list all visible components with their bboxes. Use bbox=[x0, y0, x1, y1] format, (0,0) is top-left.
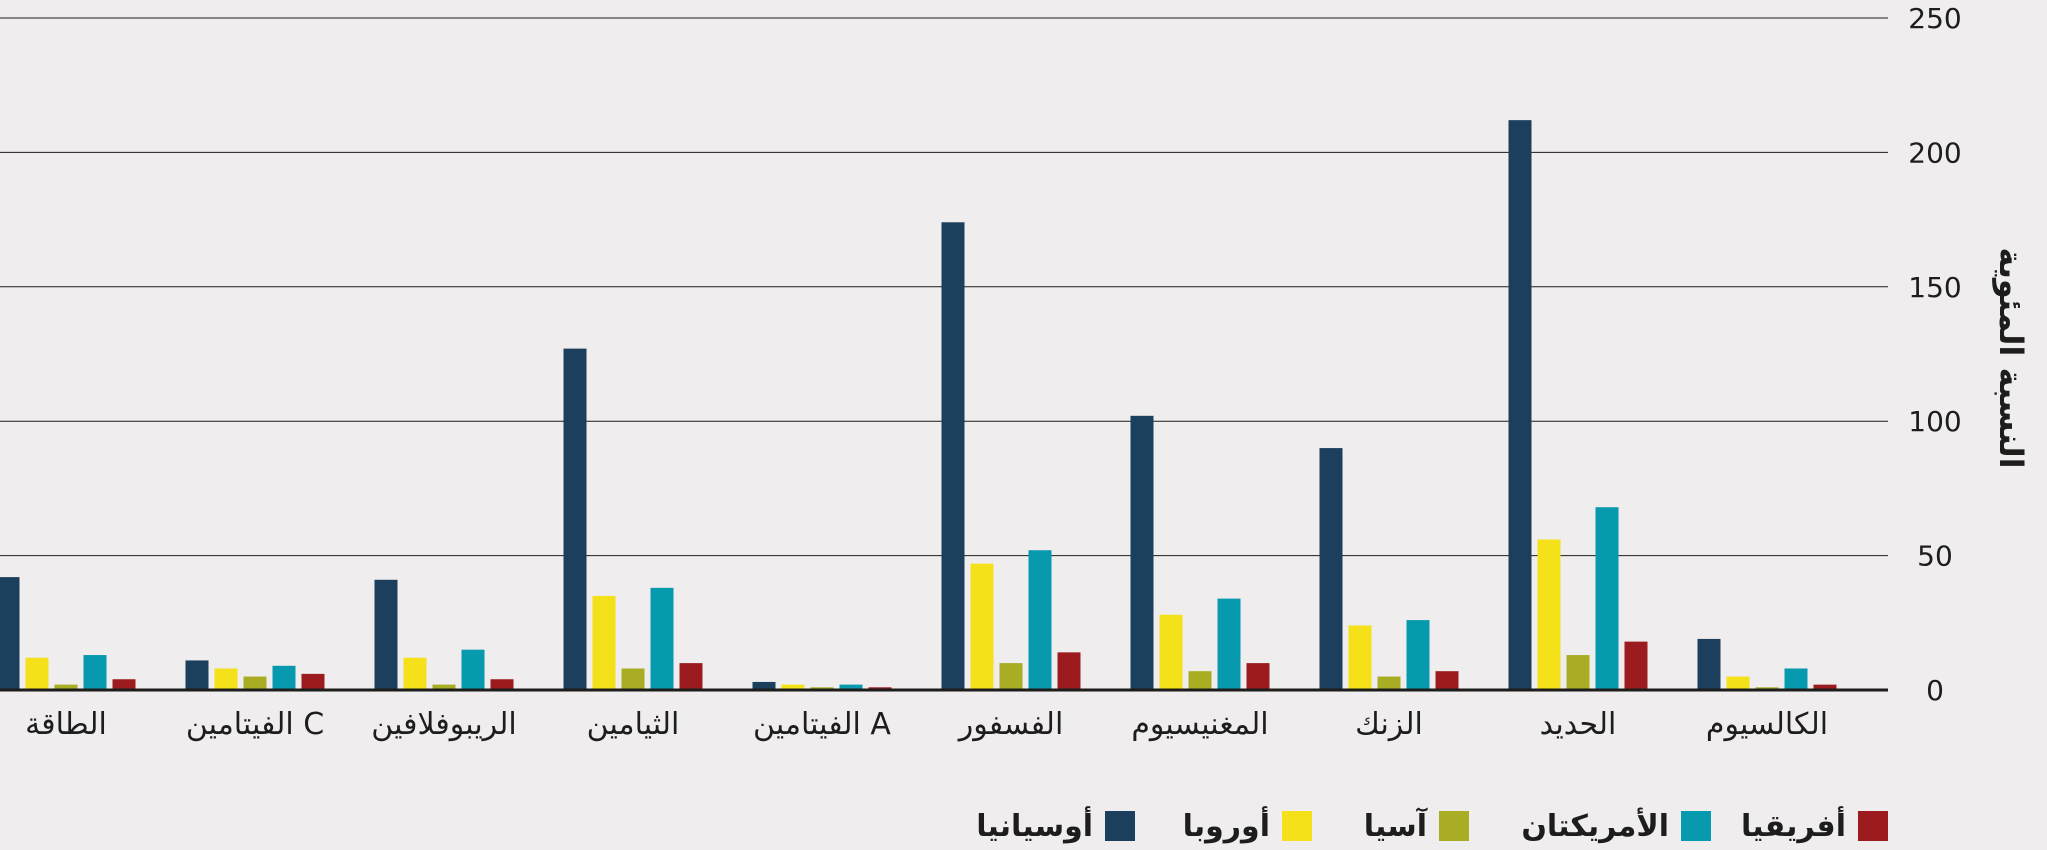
bar bbox=[621, 668, 645, 690]
legend-swatch bbox=[1439, 811, 1469, 841]
bar bbox=[214, 668, 238, 690]
bar bbox=[1159, 614, 1183, 690]
bar bbox=[403, 657, 427, 690]
bar bbox=[490, 679, 514, 690]
x-category-label: المغنيسيوم bbox=[1131, 707, 1268, 742]
y-tick-label: 100 bbox=[1908, 405, 1961, 438]
bar bbox=[1028, 550, 1052, 690]
bar bbox=[781, 684, 805, 690]
bar bbox=[999, 663, 1023, 690]
legend-swatch bbox=[1858, 811, 1888, 841]
bar bbox=[1057, 652, 1081, 690]
x-category-label: الزنك bbox=[1355, 707, 1423, 742]
y-tick-label: 0 bbox=[1926, 674, 1944, 707]
legend-label: أوسيانيا bbox=[976, 806, 1093, 844]
bar bbox=[1784, 668, 1808, 690]
legend-swatch bbox=[1681, 811, 1711, 841]
x-category-label: الطاقة bbox=[25, 707, 107, 742]
bar bbox=[941, 222, 965, 690]
x-category-label: الحديد bbox=[1540, 707, 1617, 742]
x-category-label: الفيتامين C bbox=[186, 707, 324, 742]
bar bbox=[83, 655, 107, 690]
x-category-label: الريبوفلافين bbox=[371, 707, 516, 742]
bar bbox=[461, 649, 485, 690]
bar bbox=[1726, 676, 1750, 690]
bar bbox=[112, 679, 136, 690]
x-category-label: الفيتامين A bbox=[753, 707, 891, 742]
bar bbox=[0, 577, 20, 690]
x-category-label: الفسفور bbox=[957, 707, 1064, 742]
x-category-label: الثيامين bbox=[587, 707, 680, 742]
bar bbox=[374, 579, 398, 690]
y-axis-label: النسبة المئوية bbox=[1992, 247, 2030, 468]
bar bbox=[1595, 507, 1619, 690]
bar bbox=[1566, 655, 1590, 690]
y-tick-label: 250 bbox=[1908, 2, 1961, 35]
legend-label: آسيا bbox=[1364, 807, 1428, 844]
legend-swatch bbox=[1105, 811, 1135, 841]
bar bbox=[1130, 415, 1154, 690]
x-category-labels: الكالسيوم الحديد الزنك المغنيسيوم الفسفور الف… bbox=[25, 707, 1828, 742]
y-tick-label: 200 bbox=[1908, 136, 1961, 169]
bar bbox=[1508, 120, 1532, 691]
bar bbox=[1377, 676, 1401, 690]
bar bbox=[1435, 671, 1459, 690]
bar bbox=[25, 657, 49, 690]
legend-label: الأمريكتان bbox=[1521, 807, 1669, 844]
bar bbox=[54, 684, 78, 690]
x-category-label: الكالسيوم bbox=[1706, 707, 1828, 742]
y-tick-label: 150 bbox=[1908, 271, 1961, 304]
bar bbox=[839, 684, 863, 690]
y-tick-labels: 0 50 100 150 200 250 bbox=[1908, 2, 1961, 707]
legend-swatch bbox=[1282, 811, 1312, 841]
bars bbox=[0, 120, 1837, 691]
bar bbox=[1188, 671, 1212, 690]
bar bbox=[1537, 539, 1561, 690]
bar bbox=[679, 663, 703, 690]
y-tick-label: 50 bbox=[1917, 540, 1953, 573]
bar bbox=[1246, 663, 1270, 690]
bar bbox=[1319, 448, 1343, 690]
legend-label: أوروبا bbox=[1183, 806, 1270, 844]
bar bbox=[1813, 684, 1837, 690]
bar bbox=[1217, 598, 1241, 690]
legend: أفريقيا الأمريكتان آسيا أوروبا أوسيانيا bbox=[976, 806, 1888, 844]
legend-label: أفريقيا bbox=[1741, 806, 1846, 844]
bar bbox=[301, 673, 325, 690]
bar bbox=[432, 684, 456, 690]
bar bbox=[970, 563, 994, 690]
bar bbox=[185, 660, 209, 690]
bar bbox=[1406, 620, 1430, 690]
bar bbox=[1624, 641, 1648, 690]
bar bbox=[1697, 638, 1721, 690]
bar bbox=[650, 587, 674, 690]
bar bbox=[563, 348, 587, 690]
bar bbox=[592, 595, 616, 690]
bar bbox=[243, 676, 267, 690]
bar bbox=[272, 665, 296, 690]
bar bbox=[1348, 625, 1372, 690]
bar bbox=[752, 681, 776, 690]
